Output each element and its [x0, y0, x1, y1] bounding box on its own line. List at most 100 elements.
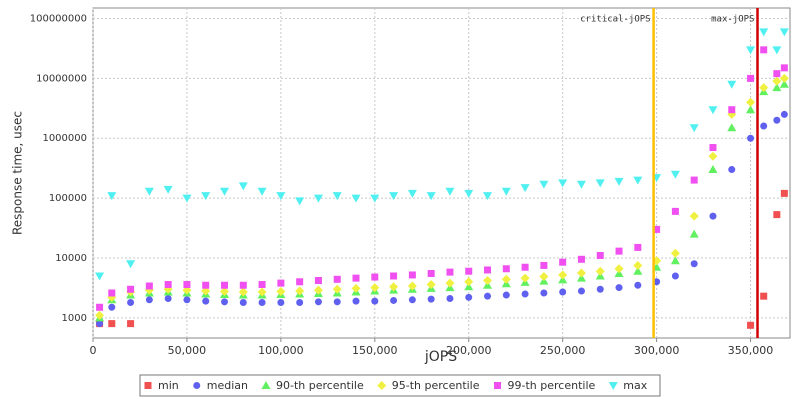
data-point	[164, 295, 172, 303]
data-point	[108, 289, 116, 297]
legend-marker	[494, 382, 502, 389]
data-point	[747, 321, 755, 329]
data-point	[760, 122, 768, 130]
data-point	[370, 194, 380, 203]
data-point	[577, 287, 585, 295]
data-point	[464, 277, 474, 287]
data-point	[445, 278, 455, 288]
data-point	[576, 268, 586, 278]
data-point	[183, 281, 191, 289]
legend-label: 95-th percentile	[392, 379, 480, 392]
data-point	[127, 320, 135, 328]
x-axis-label: jOPS	[424, 349, 457, 365]
data-point	[709, 144, 717, 152]
data-point	[671, 272, 679, 280]
data-point	[728, 166, 736, 174]
x-tick-label: 50,000	[168, 344, 207, 357]
data-point	[202, 281, 210, 289]
x-tick-label: 0	[90, 344, 97, 357]
data-point	[445, 187, 455, 196]
data-point	[108, 320, 116, 328]
data-point	[277, 299, 285, 307]
data-point	[577, 255, 585, 263]
data-point	[709, 212, 717, 220]
data-point	[390, 272, 398, 280]
data-point	[144, 187, 154, 196]
legend-box	[139, 374, 661, 397]
data-point	[107, 192, 117, 201]
data-point	[145, 282, 153, 290]
legend-label: median	[207, 379, 248, 392]
data-point	[520, 184, 530, 193]
data-point	[780, 110, 788, 118]
data-point	[426, 280, 436, 290]
data-point	[427, 270, 435, 278]
data-point	[257, 287, 267, 297]
data-point	[759, 83, 769, 93]
data-point	[727, 123, 737, 132]
data-point	[779, 79, 789, 88]
data-point	[558, 270, 568, 280]
data-point	[465, 267, 473, 275]
data-point	[780, 189, 788, 197]
data-point	[483, 192, 493, 201]
data-point	[746, 105, 756, 114]
data-point	[747, 74, 755, 82]
data-point	[773, 211, 781, 219]
data-point	[238, 287, 248, 297]
data-point	[126, 260, 136, 269]
data-point	[164, 281, 172, 289]
data-point	[277, 279, 285, 287]
data-point	[596, 251, 604, 259]
data-point	[521, 263, 529, 271]
data-point	[465, 293, 473, 301]
data-point	[558, 179, 568, 188]
y-axis-label: Response time, usec	[11, 111, 25, 235]
y-tick-label: 100000000	[30, 14, 87, 25]
legend-label: 99-th percentile	[508, 379, 596, 392]
data-point	[502, 265, 510, 273]
plot-area	[92, 7, 791, 339]
data-point	[595, 179, 605, 188]
data-point	[634, 281, 642, 289]
data-point	[540, 261, 548, 269]
data-point	[690, 260, 698, 268]
data-point	[773, 116, 781, 124]
data-point	[595, 266, 605, 276]
legend-label: min	[158, 379, 179, 392]
data-point	[201, 286, 211, 296]
data-point	[127, 299, 135, 307]
data-point	[708, 165, 718, 174]
y-tick-label: 10000000	[36, 73, 87, 84]
data-point	[276, 287, 286, 297]
data-point	[501, 187, 511, 196]
data-point	[615, 284, 623, 292]
data-point	[671, 207, 679, 215]
data-point	[773, 70, 781, 78]
data-point	[239, 299, 247, 307]
x-tick-label: 150,000	[352, 344, 398, 357]
data-point	[352, 297, 360, 305]
data-point	[483, 276, 493, 286]
data-point	[239, 281, 247, 289]
data-point	[333, 275, 341, 283]
data-point	[389, 192, 399, 201]
data-point	[520, 273, 530, 283]
data-point	[780, 64, 788, 72]
data-point	[670, 248, 680, 258]
data-point	[220, 187, 230, 196]
data-point	[484, 292, 492, 300]
data-point	[634, 243, 642, 251]
data-point	[759, 28, 769, 37]
data-point	[653, 278, 661, 286]
data-point	[258, 299, 266, 307]
data-point	[95, 272, 105, 281]
data-point	[108, 303, 116, 311]
data-point	[559, 288, 567, 296]
data-point	[559, 258, 567, 266]
data-point	[760, 46, 768, 54]
data-point	[539, 180, 549, 189]
data-point	[408, 271, 416, 279]
data-point	[615, 247, 623, 255]
